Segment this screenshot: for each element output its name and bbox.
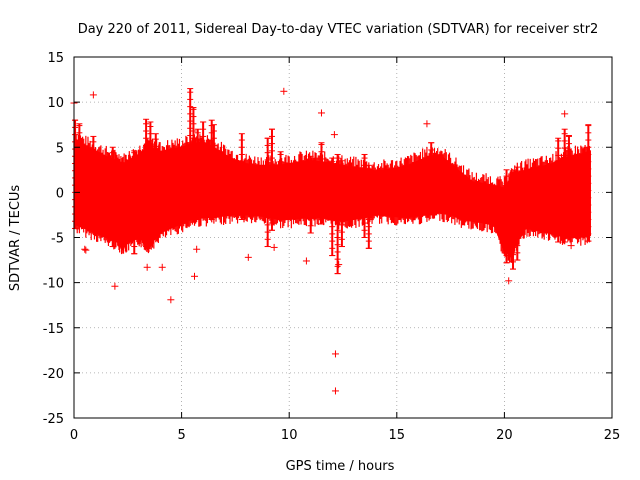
y-tick-label: 0	[56, 186, 64, 201]
outlier-point	[89, 91, 97, 99]
outlier-point	[191, 272, 199, 280]
outlier-point	[167, 296, 175, 304]
outlier-point	[81, 245, 89, 253]
chart-title: Day 220 of 2011, Sidereal Day-to-day VTE…	[78, 22, 599, 37]
grid-lines	[74, 57, 612, 418]
outlier-points	[70, 87, 575, 395]
x-tick-label: 15	[389, 428, 406, 443]
x-tick-label: 20	[496, 428, 513, 443]
y-tick-label: -5	[51, 232, 64, 247]
y-tick-label: -15	[43, 322, 64, 337]
outlier-point	[561, 110, 569, 118]
outlier-point	[158, 263, 166, 271]
y-tick-label: -20	[43, 367, 64, 382]
outlier-point	[111, 282, 119, 290]
x-tick-label: 25	[604, 428, 621, 443]
outlier-point	[193, 245, 201, 253]
outlier-point	[331, 350, 339, 358]
y-tick-label: 10	[47, 96, 64, 111]
outlier-point	[317, 109, 325, 117]
outlier-point	[331, 387, 339, 395]
x-tick-label: 10	[281, 428, 298, 443]
outlier-point	[302, 257, 310, 265]
y-tick-label: 5	[56, 141, 64, 156]
x-tick-label: 0	[70, 428, 78, 443]
outlier-point	[244, 253, 252, 261]
outlier-point	[143, 263, 151, 271]
y-axis-label: SDTVAR / TECUs	[8, 185, 23, 292]
axis-ticks: 0 5 10 15 20 25 -25 -20 -15 -10 -5 0 5 10 15	[43, 51, 621, 443]
y-tick-label: -10	[43, 277, 64, 292]
y-tick-label: -25	[43, 412, 64, 427]
outlier-point	[270, 243, 278, 251]
outlier-point	[423, 120, 431, 128]
data-series	[72, 88, 592, 275]
outlier-point	[82, 246, 90, 254]
y-tick-label: 15	[47, 51, 64, 66]
outlier-point	[330, 131, 338, 139]
outlier-point	[280, 87, 288, 95]
outlier-point	[335, 261, 343, 269]
outlier-point	[567, 242, 575, 250]
x-tick-label: 5	[177, 428, 185, 443]
outlier-point	[505, 277, 513, 285]
x-axis-label: GPS time / hours	[286, 459, 395, 474]
